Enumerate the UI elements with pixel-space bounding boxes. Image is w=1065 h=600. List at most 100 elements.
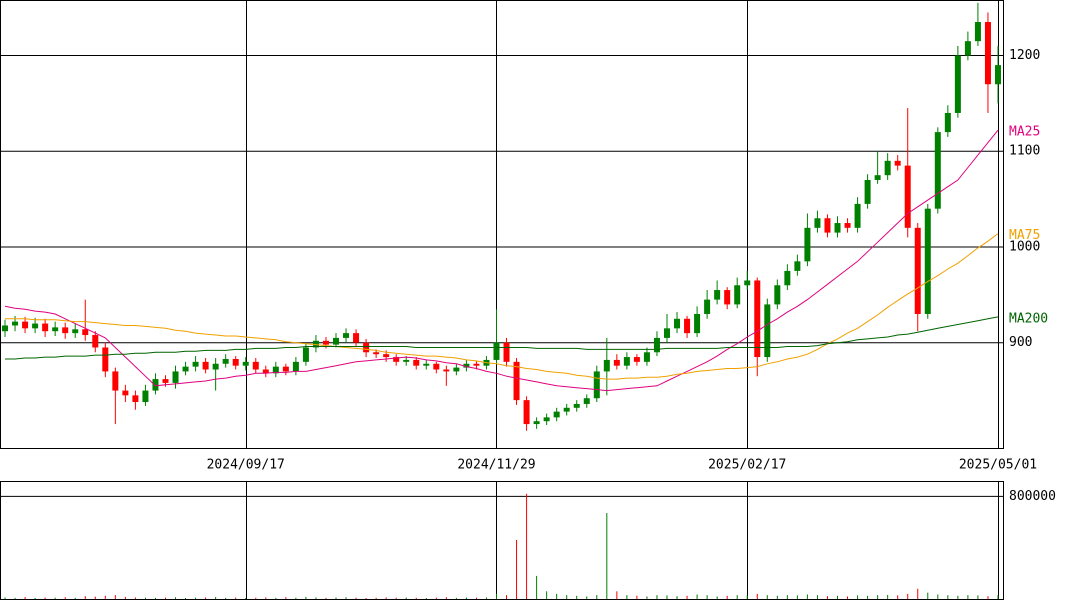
volume-bar — [84, 596, 86, 599]
volume-bar — [806, 594, 808, 599]
candle-body — [603, 359, 610, 372]
candle-body — [42, 323, 49, 332]
y-tick-label: 1000 — [1009, 239, 1040, 254]
y-tick-label: 1100 — [1009, 144, 1040, 159]
candle-body — [302, 347, 309, 362]
volume-bar — [475, 597, 477, 599]
candle-body — [252, 361, 259, 370]
candle-body — [343, 333, 350, 338]
volume-bar — [425, 597, 427, 599]
price-frame — [0, 0, 1004, 449]
volume-bar — [516, 540, 518, 599]
volume-bar — [245, 597, 247, 599]
candle-body — [162, 379, 169, 383]
x-tick-label: 2024/09/17 — [207, 458, 285, 473]
ma-label: MA200 — [1009, 311, 1048, 326]
volume-bar — [927, 592, 929, 599]
candle-body — [493, 342, 500, 360]
volume-bar — [937, 594, 939, 599]
candle-body — [92, 335, 99, 348]
candle-body — [242, 361, 249, 366]
candle-body — [684, 318, 691, 334]
candle-body — [503, 342, 510, 362]
candle-body — [974, 22, 981, 42]
candle-body — [403, 359, 410, 362]
candle-body — [844, 223, 851, 228]
candle-body — [774, 285, 781, 305]
candle-body — [2, 325, 9, 332]
volume-bar — [907, 593, 909, 599]
y-tick-label: 900 — [1009, 335, 1032, 350]
candle-body — [112, 371, 119, 391]
volume-bar — [315, 597, 317, 599]
volume-bar — [335, 597, 337, 599]
candle-body — [192, 361, 199, 367]
candle-body — [272, 366, 279, 374]
volume-bar — [696, 594, 698, 599]
volume-bar — [285, 597, 287, 599]
volume-bar — [205, 597, 207, 599]
volume-bar — [997, 595, 999, 599]
candle-body — [463, 363, 470, 368]
volume-bar — [124, 596, 126, 599]
candle-body — [854, 203, 861, 228]
candle-body — [523, 400, 530, 425]
volume-bar — [746, 595, 748, 599]
volume-bar — [325, 597, 327, 599]
candle-body — [814, 218, 821, 228]
candle-body — [262, 369, 269, 374]
volume-bar — [435, 597, 437, 599]
volume-bar — [74, 597, 76, 599]
candle-body — [182, 366, 189, 372]
volume-bar — [586, 596, 588, 599]
volume-bar — [566, 595, 568, 599]
candle-body — [724, 290, 731, 305]
candle-body — [884, 160, 891, 176]
volume-bar — [14, 597, 16, 599]
volume-bar — [616, 591, 618, 599]
volume-bar — [897, 595, 899, 599]
volume-bar — [837, 595, 839, 599]
volume-bar — [255, 597, 257, 599]
candle-body — [864, 179, 871, 204]
candle-body — [353, 333, 360, 343]
candle-body — [292, 361, 299, 372]
volume-bar — [134, 597, 136, 599]
volume-bar — [917, 588, 919, 599]
volume-bar — [225, 597, 227, 599]
volume-bar — [305, 596, 307, 599]
volume-bar — [355, 597, 357, 599]
volume-bar — [164, 597, 166, 599]
volume-bar — [94, 596, 96, 599]
volume-bar — [967, 595, 969, 599]
candle-body — [322, 340, 329, 345]
volume-bar — [495, 593, 497, 599]
candle-body — [393, 357, 400, 362]
candle-body — [964, 41, 971, 56]
volume-bar — [185, 597, 187, 599]
candle-body — [12, 321, 19, 326]
volume-bar — [375, 597, 377, 599]
volume-bar — [195, 597, 197, 599]
volume-bar — [24, 597, 26, 599]
candle-body — [102, 347, 109, 372]
volume-bar — [295, 597, 297, 599]
candle-body — [563, 407, 570, 412]
volume-bar — [877, 595, 879, 599]
candle-body — [212, 363, 219, 370]
volume-bar — [736, 595, 738, 599]
volume-bar — [265, 597, 267, 599]
candle-body — [704, 299, 711, 314]
candle-body — [433, 363, 440, 370]
candle-body — [754, 280, 761, 358]
volume-bar — [596, 595, 598, 599]
ma-line — [4, 129, 999, 392]
volume-bar — [405, 597, 407, 599]
volume-bar — [44, 597, 46, 599]
volume-bar — [706, 595, 708, 599]
volume-bar — [636, 595, 638, 599]
volume-bar — [54, 597, 56, 599]
candle-body — [924, 208, 931, 314]
volume-bar — [957, 595, 959, 599]
volume-bar — [154, 597, 156, 599]
